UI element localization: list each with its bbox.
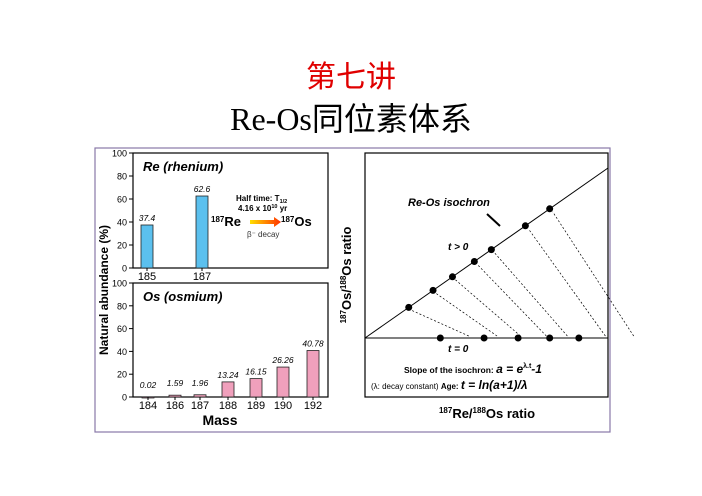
data-label: 40.78 — [302, 339, 324, 349]
y-tick-label: 0 — [122, 393, 127, 403]
y-tick-label: 80 — [117, 301, 127, 311]
x-tick-label: 187 — [193, 271, 211, 283]
x-tick-label: 190 — [274, 400, 292, 412]
figure-frame — [94, 147, 611, 433]
y-tick-label: 100 — [112, 149, 127, 159]
y-axis-label: 187Os/188Os ratio — [339, 227, 354, 324]
data-label: 26.26 — [271, 355, 294, 365]
isochron-point — [487, 246, 495, 254]
bar — [249, 378, 263, 398]
initial-point — [514, 334, 522, 342]
chart-title: Os (osmium) — [143, 289, 222, 304]
bar — [168, 394, 182, 398]
isochron-label: Re-Os isochron — [408, 197, 490, 209]
x-tick-label: 189 — [247, 400, 265, 412]
data-label: 0.02 — [140, 380, 157, 390]
decay-arrow-icon — [250, 217, 281, 227]
initial-point — [480, 334, 488, 342]
chart-title: Re (rhenium) — [143, 159, 223, 174]
x-tick-label: 192 — [304, 400, 322, 412]
initial-point — [436, 334, 444, 342]
decay-parent: 187Re — [211, 214, 241, 229]
isochron-plot-area — [364, 152, 609, 398]
data-label: 16.15 — [245, 367, 267, 377]
isochron-point — [470, 258, 478, 265]
half-life-value: 4.16 x 1010 yr — [238, 204, 287, 213]
x-tick-label: 185 — [138, 271, 156, 283]
evolution-arrow — [435, 293, 498, 337]
pointer-arrow-icon — [486, 213, 501, 227]
t-eq-label: t = 0 — [448, 344, 469, 355]
y-tick-label: 40 — [117, 347, 127, 357]
bar — [221, 381, 235, 398]
evolution-arrow — [528, 228, 606, 337]
data-label: 37.4 — [139, 213, 156, 223]
x-tick-label: 188 — [219, 400, 237, 412]
y-tick-label: 20 — [117, 370, 127, 380]
bar — [306, 350, 320, 398]
initial-point — [575, 334, 583, 342]
slide-title: 第七讲 — [306, 60, 396, 95]
evolution-arrow — [552, 211, 634, 337]
age-formula: (λ: decay constant) Age: t = ln(a+1)/λ — [371, 378, 528, 392]
bar — [276, 366, 290, 398]
isochron-point — [405, 303, 413, 311]
t-gt-label: t > 0 — [448, 242, 469, 253]
y-tick-label: 100 — [112, 279, 127, 289]
isochron-point — [546, 205, 554, 213]
bar — [193, 394, 207, 398]
isochron-point — [448, 273, 456, 281]
y-tick-label: 40 — [117, 218, 127, 228]
evolution-arrow — [494, 252, 568, 337]
initial-point — [546, 334, 554, 342]
bar — [195, 195, 209, 269]
evolution-arrow — [477, 264, 547, 337]
plot-area — [132, 152, 329, 269]
decay-type: β⁻ decay — [247, 230, 279, 239]
isochron-line — [364, 167, 609, 339]
data-label: 62.6 — [194, 184, 211, 194]
data-label: 1.96 — [192, 378, 209, 388]
x-tick-label: 184 — [139, 400, 157, 412]
x-tick-label: 187 — [191, 400, 209, 412]
slide-subtitle: Re-Os同位素体系 — [230, 101, 472, 137]
isochron-point — [429, 286, 437, 294]
x-axis-label: Mass — [202, 412, 237, 428]
decay-daughter: 187Os — [281, 214, 312, 229]
evolution-arrow — [411, 310, 469, 337]
slope-formula: Slope of the isochron: a = eλ.t-1 — [404, 362, 542, 376]
x-tick-label: 186 — [166, 400, 184, 412]
y-tick-label: 20 — [117, 241, 127, 251]
y-tick-label: 60 — [117, 195, 127, 205]
bar — [140, 224, 154, 269]
data-label: 1.59 — [167, 378, 184, 388]
y-tick-label: 0 — [122, 264, 127, 274]
y-tick-label: 80 — [117, 172, 127, 182]
half-life-label: Half time: T1/2 — [236, 194, 287, 205]
y-tick-label: 60 — [117, 324, 127, 334]
y-axis-label: Natural abundance (%) — [97, 225, 111, 355]
x-axis-label: 187Re/188Os ratio — [439, 406, 535, 421]
data-label: 13.24 — [217, 370, 239, 380]
isochron-point — [521, 222, 529, 230]
